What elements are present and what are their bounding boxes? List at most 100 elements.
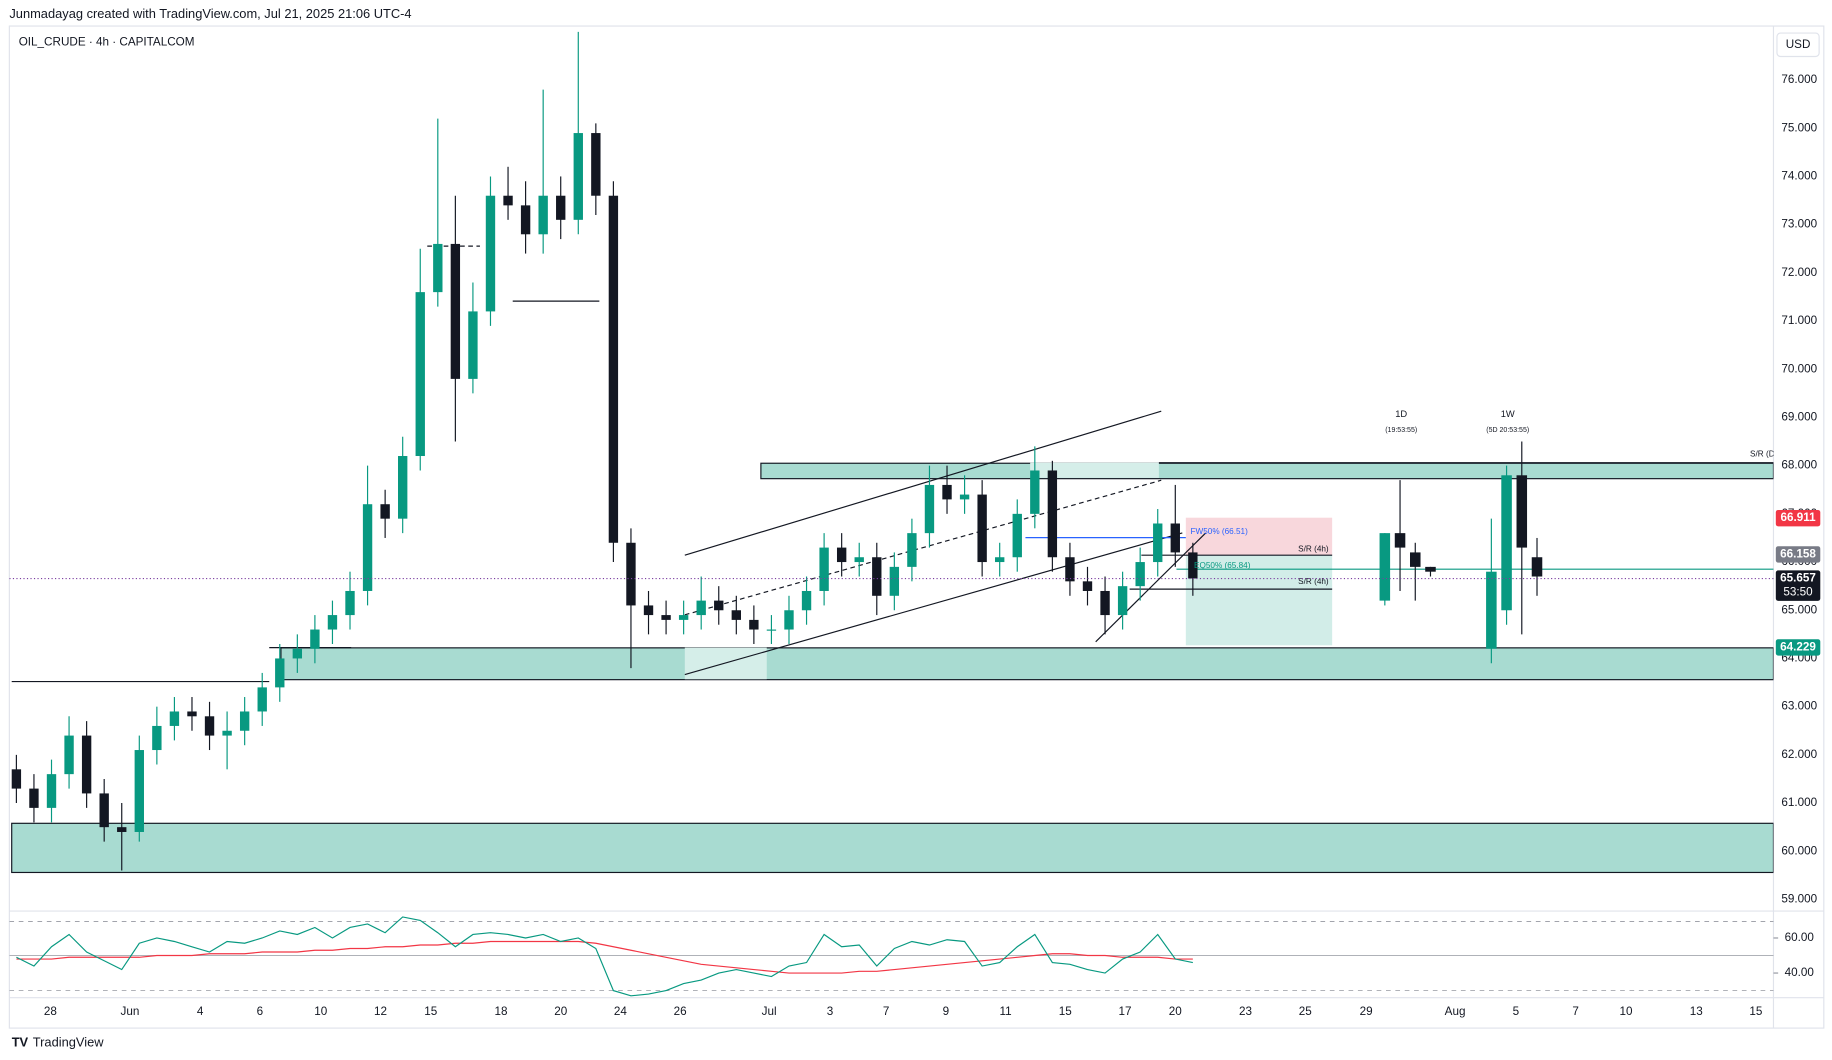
candle-body xyxy=(169,711,180,726)
y-tick-label: 76.000 xyxy=(1781,73,1817,86)
channel-mid xyxy=(684,479,1162,616)
candle-body xyxy=(784,610,794,630)
candle-body xyxy=(1153,523,1163,563)
price-label: 64.229 xyxy=(1780,641,1816,654)
x-tick-label: 12 xyxy=(374,1005,387,1018)
candle-body xyxy=(872,557,882,596)
symbol: OIL_CRUDE · 4h · CAPITALCOM xyxy=(19,36,195,49)
x-tick-label: 6 xyxy=(257,1005,264,1018)
candle-body xyxy=(415,292,425,457)
x-tick-label: 26 xyxy=(674,1005,687,1018)
candle-body xyxy=(591,133,601,196)
risk-box xyxy=(1185,517,1333,556)
price-label-bg xyxy=(1775,639,1821,656)
x-tick-label: 4 xyxy=(197,1005,204,1018)
candle-body xyxy=(889,566,900,596)
y-tick-label: 65.000 xyxy=(1781,603,1817,616)
candle-body xyxy=(924,484,935,534)
price-label-bg xyxy=(1775,546,1821,563)
candle-body xyxy=(643,605,654,616)
candle-body xyxy=(1012,513,1022,558)
zone-highlight xyxy=(1030,462,1159,478)
candle-body xyxy=(942,484,952,500)
candle-body xyxy=(239,711,250,731)
x-tick-label: 24 xyxy=(614,1005,628,1018)
y-tick-label: 74.000 xyxy=(1781,170,1817,183)
candle-body xyxy=(11,769,22,789)
candle-body xyxy=(678,615,689,620)
candle-body xyxy=(749,619,759,630)
price-label: 66.911 xyxy=(1780,511,1816,524)
candle-body xyxy=(1188,552,1198,579)
candle-body xyxy=(257,687,267,712)
candle-body xyxy=(1082,581,1093,591)
x-tick-label: 7 xyxy=(883,1005,890,1018)
candle-body xyxy=(1379,533,1391,601)
candle-body xyxy=(433,243,443,293)
annotations: S/R (4h) S/R (4h) FW50% (66.51) EQ50% (65.8… xyxy=(1191,450,1774,587)
candle-body xyxy=(292,648,303,659)
candle-body xyxy=(275,658,285,688)
candle-body xyxy=(573,133,583,220)
candle-body xyxy=(1117,586,1128,616)
candle-body xyxy=(187,711,197,717)
x-tick-label: 29 xyxy=(1360,1005,1373,1018)
rsi-tick-label: 40.00 xyxy=(1785,966,1815,979)
candle-body xyxy=(714,600,724,611)
candle-body xyxy=(99,793,109,828)
channel-line xyxy=(684,410,1162,556)
price-axis: 59.00060.00061.00062.00063.00064.00065.0… xyxy=(1775,73,1821,906)
candle-body xyxy=(64,735,74,775)
y-tick-label: 62.000 xyxy=(1781,748,1817,761)
x-tick-label: 7 xyxy=(1572,1005,1579,1018)
y-tick-label: 75.000 xyxy=(1781,121,1817,134)
trend-line xyxy=(1095,532,1207,643)
zone xyxy=(11,822,1774,874)
candle-body xyxy=(134,750,144,832)
candle-body xyxy=(1135,562,1145,587)
price-label-bg xyxy=(1775,570,1821,601)
x-tick-label: 18 xyxy=(495,1005,508,1018)
htf-label: 1W xyxy=(1501,409,1515,419)
channel-line xyxy=(684,532,1183,676)
y-tick-label: 68.000 xyxy=(1781,459,1817,472)
candle-body xyxy=(152,725,162,751)
price-label-bg xyxy=(1775,509,1821,527)
x-tick-label: 10 xyxy=(1619,1005,1633,1018)
candle-body xyxy=(362,504,373,591)
htf-label: 1D xyxy=(1395,409,1407,419)
annotation: S/R (4h) xyxy=(1298,544,1329,553)
y-tick-label: 70.000 xyxy=(1781,362,1817,375)
candle-body xyxy=(222,730,232,736)
candle-body xyxy=(204,716,215,736)
x-tick-label: 15 xyxy=(424,1005,438,1018)
x-tick-label: 3 xyxy=(827,1005,834,1018)
x-tick-label: 5 xyxy=(1513,1005,1520,1018)
candle-body xyxy=(1100,590,1110,616)
candle-body xyxy=(29,788,39,808)
footer-logo: TV xyxy=(12,1035,29,1050)
currency[interactable]: USD xyxy=(1786,38,1811,51)
candles xyxy=(11,31,1198,871)
rsi-ma xyxy=(16,940,1193,974)
x-tick-label: 10 xyxy=(314,1005,328,1018)
price-label: 65.657 xyxy=(1780,572,1816,585)
currency-button[interactable] xyxy=(1776,32,1820,58)
y-tick-label: 59.000 xyxy=(1781,893,1817,906)
candle-body xyxy=(626,542,636,606)
candle-body xyxy=(327,615,338,630)
candle-body xyxy=(1047,470,1058,558)
candle-body xyxy=(1531,557,1543,577)
zone xyxy=(760,462,1774,480)
candle-body xyxy=(345,590,355,616)
candle-body xyxy=(1409,552,1421,567)
countdown: 53:50 xyxy=(1783,586,1813,599)
zone xyxy=(280,647,1774,681)
candle-body xyxy=(1394,533,1406,548)
x-tick-label: 20 xyxy=(554,1005,568,1018)
rsi-line xyxy=(16,916,1193,997)
rsi-pane xyxy=(9,916,1774,997)
